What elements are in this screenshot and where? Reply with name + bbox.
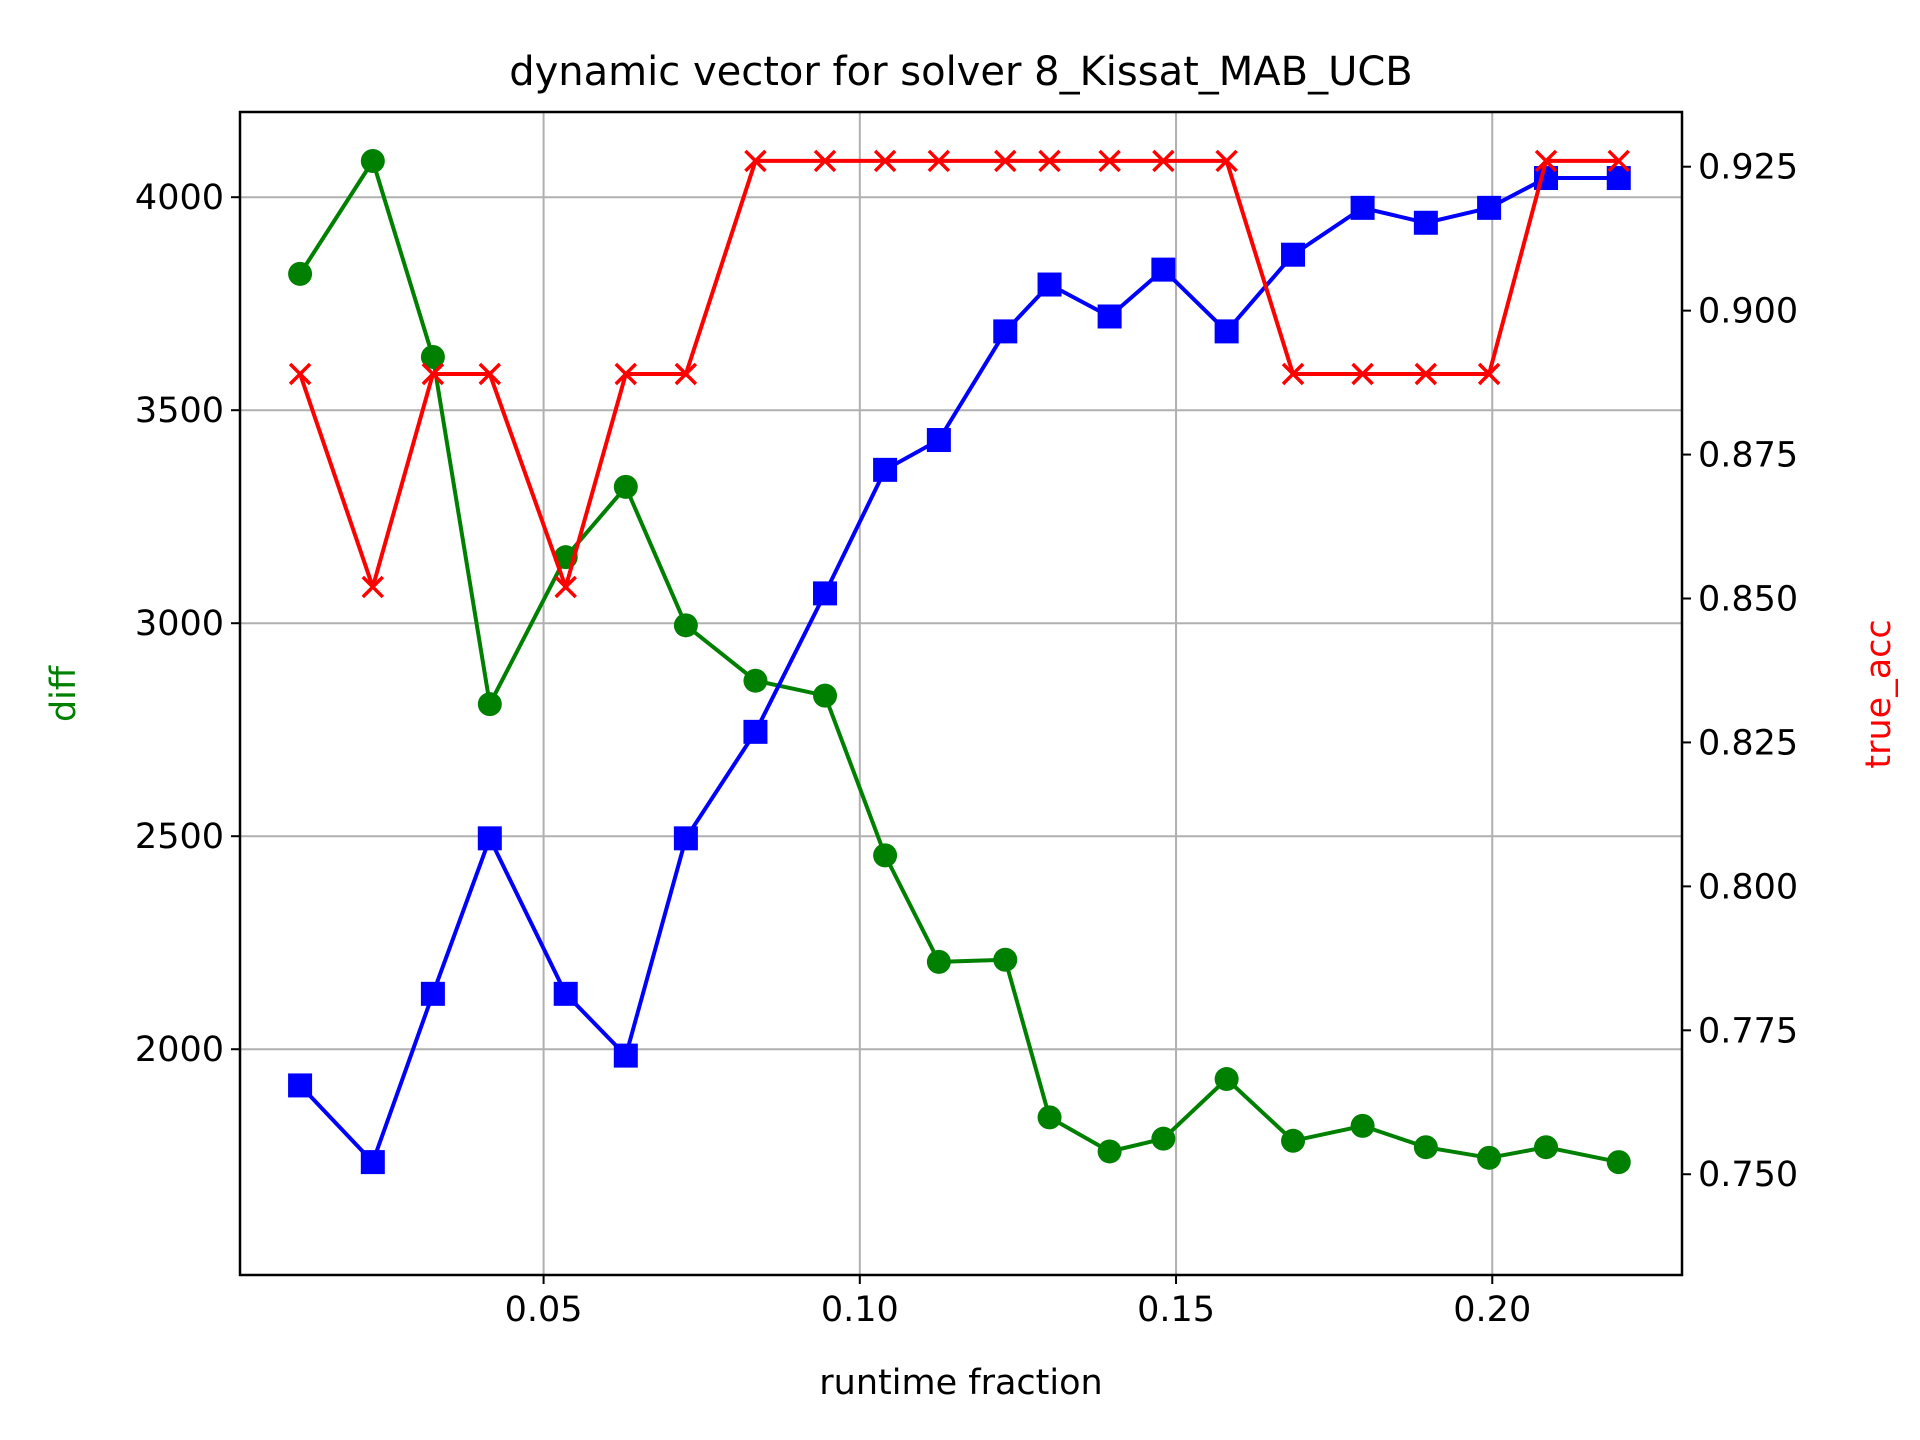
ticks: 0.05 0.10 0.15 0.20 2000 2500 3000 3500 4000 0.75… — [135, 148, 1798, 1330]
data-point — [743, 668, 768, 693]
data-point — [1097, 1139, 1122, 1164]
data-point — [288, 362, 312, 386]
data-point — [360, 148, 385, 173]
x-axis-title: runtime fraction — [819, 1363, 1102, 1403]
data-point — [1477, 195, 1502, 220]
series-1 — [288, 166, 1631, 1175]
data-point — [674, 362, 698, 386]
x-tick-label: 0.20 — [1453, 1290, 1531, 1330]
data-point — [288, 1073, 313, 1098]
left-y-tick-label: 2000 — [135, 1030, 224, 1070]
data-point — [553, 981, 578, 1006]
data-point — [993, 319, 1018, 344]
data-point — [673, 826, 698, 851]
right-y-tick-label: 0.750 — [1698, 1155, 1798, 1195]
data-point — [420, 981, 445, 1006]
data-point — [1151, 257, 1176, 282]
data-point — [1281, 1128, 1306, 1153]
left-y-tick-label: 2500 — [135, 817, 224, 857]
data-point — [873, 843, 898, 868]
x-tick-label: 0.10 — [821, 1290, 899, 1330]
data-point — [873, 149, 897, 173]
data-point — [994, 149, 1017, 173]
data-point — [1534, 149, 1558, 173]
data-point — [1214, 319, 1239, 344]
data-point — [1037, 272, 1062, 297]
plot-area-frame — [238, 110, 1684, 1277]
left-y-axis-title: diff — [44, 665, 84, 722]
data-point — [1606, 1150, 1631, 1175]
right-y-axis-title: true_acc — [1859, 619, 1899, 768]
data-point — [927, 149, 951, 173]
data-point — [420, 344, 445, 369]
data-point — [477, 826, 502, 851]
data-point — [477, 692, 502, 717]
data-point — [1413, 1135, 1438, 1160]
right-y-tick-label: 0.800 — [1698, 867, 1798, 907]
data-point — [1281, 242, 1306, 267]
data-point — [813, 149, 837, 173]
data-point — [673, 613, 698, 638]
data-point — [1414, 362, 1438, 386]
data-point — [744, 149, 767, 173]
data-point — [288, 261, 313, 286]
data-point — [478, 362, 502, 386]
series-line — [298, 158, 1619, 589]
data-point — [1151, 1126, 1176, 1151]
data-point — [421, 362, 445, 386]
data-point — [1534, 1135, 1559, 1160]
right-y-tick-label: 0.875 — [1698, 436, 1798, 476]
left-y-tick-label: 3000 — [135, 604, 224, 644]
left-y-tick-label: 4000 — [135, 178, 224, 218]
data-point — [1152, 149, 1175, 173]
data-point — [1350, 195, 1375, 220]
x-tick-label: 0.15 — [1137, 1290, 1215, 1330]
right-y-tick-label: 0.925 — [1698, 148, 1798, 188]
series-line — [298, 159, 1620, 1165]
data-point — [613, 1043, 638, 1068]
data-point — [361, 575, 385, 599]
data-point — [360, 1150, 385, 1175]
data-point — [1413, 210, 1438, 235]
data-point — [613, 474, 638, 499]
data-point — [873, 457, 898, 482]
data-point — [554, 575, 577, 599]
data-point — [1098, 149, 1121, 173]
data-point — [743, 719, 768, 744]
right-y-tick-label: 0.900 — [1698, 292, 1798, 332]
right-y-tick-label: 0.775 — [1698, 1011, 1798, 1051]
series-2 — [288, 149, 1630, 599]
data-point — [1037, 1105, 1062, 1130]
data-point — [1477, 1145, 1502, 1170]
series-0 — [288, 148, 1631, 1175]
series-line — [298, 176, 1619, 1165]
data-point — [993, 947, 1018, 972]
data-point — [813, 683, 838, 708]
right-y-tick-label: 0.850 — [1698, 580, 1798, 620]
data-point — [1477, 362, 1501, 386]
data-point — [614, 362, 638, 386]
data-point — [1214, 1067, 1239, 1092]
data-point — [926, 428, 951, 453]
data-point — [926, 949, 951, 974]
data-point — [813, 581, 838, 606]
chart-title: dynamic vector for solver 8_Kissat_MAB_U… — [509, 49, 1413, 95]
data-point — [1351, 362, 1374, 386]
data-point — [1038, 149, 1061, 173]
data-point — [1097, 304, 1122, 329]
data-point — [1350, 1113, 1375, 1138]
right-y-tick-label: 0.825 — [1698, 723, 1798, 763]
series-layer — [288, 148, 1631, 1175]
data-point — [1215, 149, 1238, 173]
data-point — [1607, 149, 1630, 173]
data-point — [1281, 362, 1305, 386]
x-tick-label: 0.05 — [505, 1290, 583, 1330]
left-y-tick-label: 3500 — [135, 391, 224, 431]
